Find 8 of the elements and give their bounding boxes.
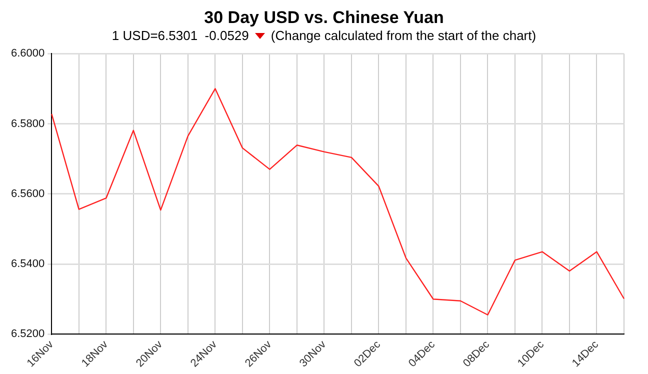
text: (Change calculated from the start of the chart) bbox=[270, 28, 536, 43]
chart-subtitle: 1 USD=6.5301 -0.0529 bbox=[112, 28, 249, 43]
y-tick-label: 6.6000 bbox=[10, 48, 45, 60]
y-tick-label: 6.5600 bbox=[10, 188, 45, 200]
y-tick-label: 6.5800 bbox=[10, 118, 45, 130]
y-tick-label: 6.5200 bbox=[10, 328, 45, 340]
chart-title: 30 Day USD vs. Chinese Yuan bbox=[203, 8, 445, 28]
y-tick-label: 6.5400 bbox=[10, 258, 45, 270]
